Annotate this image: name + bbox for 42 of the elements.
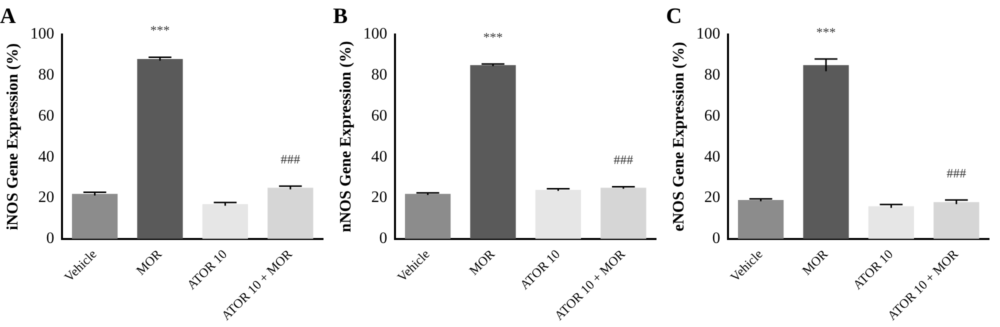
y-tick-label: 100 — [363, 26, 388, 43]
y-tick-label: 0 — [712, 230, 720, 248]
bar — [535, 190, 582, 239]
y-axis-title: eNOS Gene Expression (%) — [670, 42, 688, 232]
annotation: ### — [280, 152, 301, 167]
y-tick-label: 80 — [38, 66, 54, 84]
y-tick-label: 100 — [696, 26, 720, 43]
chart-title: A — [0, 2, 16, 28]
y-tick-label: 80 — [704, 66, 720, 84]
y-tick-label: 40 — [371, 148, 388, 166]
y-tick-label: 0 — [379, 230, 388, 248]
annotation: *** — [483, 29, 503, 44]
y-tick-label: 80 — [371, 66, 388, 84]
bar — [803, 65, 849, 239]
annotation: ### — [614, 152, 634, 168]
bar — [738, 200, 784, 239]
y-tick-label: 40 — [38, 148, 54, 166]
y-tick-label: 40 — [704, 148, 720, 166]
y-tick-label: 60 — [38, 107, 54, 124]
bar — [72, 194, 118, 239]
bar — [470, 65, 516, 239]
chart-title: B — [333, 2, 348, 28]
chart-title: C — [666, 2, 682, 28]
y-tick-label: 20 — [371, 189, 388, 206]
annotation: *** — [816, 24, 836, 40]
annotation: *** — [150, 22, 170, 38]
y-tick-label: 0 — [46, 230, 54, 248]
y-tick-label: 20 — [38, 189, 54, 206]
y-tick-label: 20 — [704, 189, 720, 206]
y-axis-title: iNOS Gene Expression (%) — [4, 43, 22, 230]
annotation: ### — [946, 165, 967, 180]
bar — [137, 58, 183, 239]
bar — [600, 188, 646, 239]
bar — [202, 204, 248, 239]
y-tick-label: 60 — [704, 107, 720, 124]
bar — [868, 206, 914, 239]
bar — [268, 188, 314, 239]
y-tick-label: 100 — [30, 26, 54, 43]
bar — [404, 194, 451, 239]
bar — [934, 202, 980, 239]
y-tick-label: 60 — [371, 107, 388, 124]
y-axis-title: nNOS Gene Expression (%) — [338, 41, 355, 232]
